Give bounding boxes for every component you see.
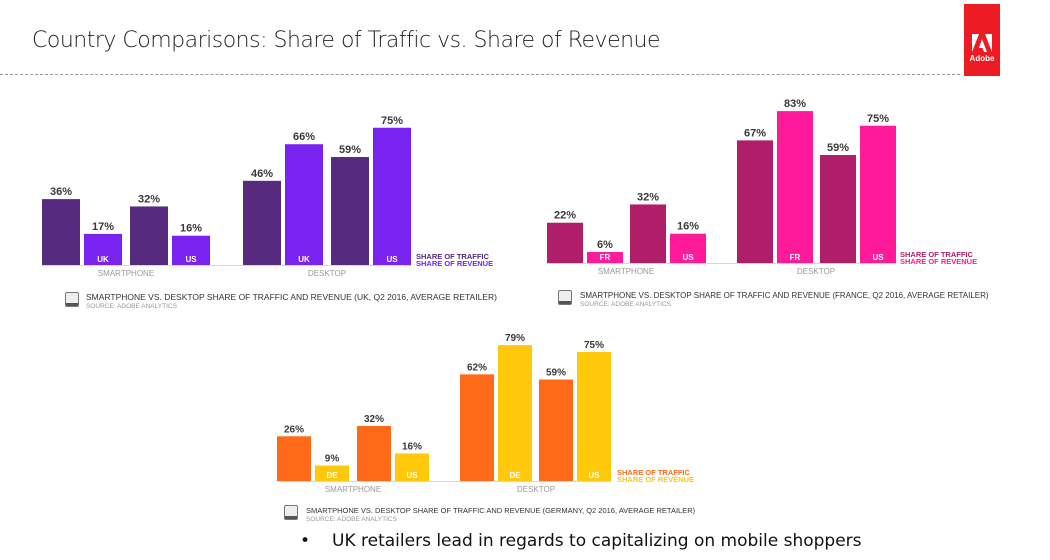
data-label: 36% bbox=[50, 186, 72, 198]
bar-traffic bbox=[547, 222, 583, 263]
data-label: 22% bbox=[554, 210, 576, 222]
group-label: SMARTPHONE bbox=[98, 269, 154, 278]
category-label: US bbox=[406, 471, 418, 480]
data-label: 75% bbox=[381, 115, 403, 127]
data-label: 59% bbox=[339, 144, 361, 156]
adobe-logo-icon bbox=[972, 34, 992, 52]
bar-traffic bbox=[737, 140, 773, 263]
data-label: 67% bbox=[744, 127, 766, 139]
data-label: 79% bbox=[505, 333, 525, 344]
caption-fr-source: SOURCE: ADOBE ANALYTICS bbox=[580, 301, 671, 308]
bar-revenue bbox=[670, 233, 706, 263]
bar-revenue bbox=[84, 233, 122, 265]
data-label: 6% bbox=[597, 239, 613, 251]
category-label: UK bbox=[298, 255, 310, 264]
group-label: DESKTOP bbox=[517, 485, 555, 494]
chart-book-icon bbox=[558, 290, 572, 305]
category-label: DE bbox=[509, 471, 521, 480]
legend-revenue: SHARE OF REVENUE bbox=[416, 259, 493, 268]
category-label: US bbox=[872, 253, 884, 262]
data-label: 75% bbox=[867, 113, 889, 125]
bar-revenue bbox=[577, 352, 611, 481]
data-label: 59% bbox=[546, 368, 566, 379]
category-label: US bbox=[588, 471, 600, 480]
group-label: DESKTOP bbox=[308, 269, 346, 278]
chart-book-icon bbox=[65, 292, 79, 307]
legend-traffic: SHARE OF TRAFFIC bbox=[416, 252, 489, 261]
bar-traffic bbox=[820, 155, 856, 263]
legend-traffic: SHARE OF TRAFFIC bbox=[617, 468, 690, 477]
data-label: 62% bbox=[467, 362, 487, 373]
bar-traffic bbox=[331, 157, 369, 265]
key-takeaway-text: UK retailers lead in regards to capitali… bbox=[332, 531, 862, 551]
bar-revenue bbox=[315, 465, 349, 481]
data-label: 83% bbox=[784, 98, 806, 110]
category-label: UK bbox=[97, 255, 109, 264]
data-label: 66% bbox=[293, 131, 315, 143]
bar-traffic bbox=[630, 204, 666, 263]
data-label: 32% bbox=[364, 414, 384, 425]
caption-de-text: SMARTPHONE VS. DESKTOP SHARE OF TRAFFIC … bbox=[306, 506, 696, 515]
bar-revenue bbox=[860, 125, 896, 263]
data-label: 59% bbox=[827, 142, 849, 154]
bar-revenue bbox=[285, 144, 323, 265]
chart-book-icon bbox=[284, 505, 298, 520]
bar-revenue bbox=[172, 235, 210, 265]
key-takeaway: • UK retailers lead in regards to capital… bbox=[300, 531, 862, 551]
bar-traffic bbox=[42, 199, 80, 265]
page-title: Country Comparisons: Share of Traffic vs… bbox=[32, 28, 661, 53]
bar-revenue bbox=[498, 345, 532, 481]
data-label: 32% bbox=[138, 193, 160, 205]
legend-revenue: SHARE OF REVENUE bbox=[617, 475, 694, 484]
caption-de: SMARTPHONE VS. DESKTOP SHARE OF TRAFFIC … bbox=[306, 506, 695, 523]
adobe-logo-text: Adobe bbox=[969, 54, 995, 63]
caption-de-source: SOURCE: ADOBE ANALYTICS bbox=[306, 516, 397, 523]
category-label: US bbox=[682, 253, 694, 262]
bar-revenue bbox=[373, 127, 411, 265]
data-label: 16% bbox=[677, 221, 699, 233]
title-divider bbox=[0, 74, 960, 75]
data-label: 16% bbox=[180, 223, 202, 235]
caption-uk-text: SMARTPHONE VS. DESKTOP SHARE OF TRAFFIC … bbox=[86, 292, 497, 302]
data-label: 46% bbox=[251, 168, 273, 180]
category-label: US bbox=[185, 255, 197, 264]
adobe-logo: Adobe bbox=[964, 4, 1000, 76]
bar-traffic bbox=[243, 180, 281, 265]
data-label: 32% bbox=[637, 191, 659, 203]
legend-traffic: SHARE OF TRAFFIC bbox=[900, 250, 973, 259]
caption-fr-text: SMARTPHONE VS. DESKTOP SHARE OF TRAFFIC … bbox=[580, 291, 989, 300]
bar-traffic bbox=[539, 379, 573, 481]
group-label: DESKTOP bbox=[797, 267, 835, 276]
bar-revenue bbox=[395, 453, 429, 481]
category-label: FR bbox=[600, 253, 611, 262]
caption-uk-source: SOURCE: ADOBE ANALYTICS bbox=[86, 303, 177, 310]
category-label: US bbox=[386, 255, 398, 264]
category-label: FR bbox=[790, 253, 801, 262]
caption-uk: SMARTPHONE VS. DESKTOP SHARE OF TRAFFIC … bbox=[86, 292, 497, 310]
bullet-dot: • bbox=[300, 531, 311, 551]
group-label: SMARTPHONE bbox=[325, 485, 381, 494]
data-label: 26% bbox=[284, 424, 304, 435]
data-label: 17% bbox=[92, 221, 114, 233]
bar-traffic bbox=[357, 425, 391, 481]
category-label: DE bbox=[326, 471, 338, 480]
bar-revenue bbox=[587, 252, 623, 263]
legend-revenue: SHARE OF REVENUE bbox=[900, 257, 977, 266]
caption-fr: SMARTPHONE VS. DESKTOP SHARE OF TRAFFIC … bbox=[580, 291, 989, 308]
bar-traffic bbox=[130, 206, 168, 265]
bar-traffic bbox=[460, 374, 494, 481]
group-label: SMARTPHONE bbox=[598, 267, 654, 276]
data-label: 9% bbox=[325, 454, 340, 465]
data-label: 16% bbox=[402, 441, 422, 452]
data-label: 75% bbox=[584, 340, 604, 351]
bar-traffic bbox=[277, 436, 311, 481]
bar-revenue bbox=[777, 111, 813, 263]
